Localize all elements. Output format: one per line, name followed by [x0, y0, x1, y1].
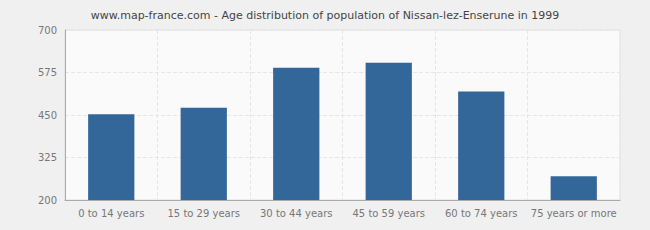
- svg-text:www.map-france.com - Age distr: www.map-france.com - Age distribution of…: [91, 9, 560, 22]
- svg-text:0 to 14 years: 0 to 14 years: [78, 208, 144, 219]
- svg-text:75 years or more: 75 years or more: [531, 208, 617, 219]
- svg-text:60 to 74 years: 60 to 74 years: [445, 208, 518, 219]
- svg-text:30 to 44 years: 30 to 44 years: [260, 208, 333, 219]
- svg-text:325: 325: [38, 152, 57, 163]
- svg-text:45 to 59 years: 45 to 59 years: [352, 208, 425, 219]
- svg-text:700: 700: [38, 25, 57, 36]
- svg-text:575: 575: [38, 67, 57, 78]
- svg-text:450: 450: [38, 110, 57, 121]
- svg-text:200: 200: [38, 195, 57, 206]
- svg-text:15 to 29 years: 15 to 29 years: [167, 208, 240, 219]
